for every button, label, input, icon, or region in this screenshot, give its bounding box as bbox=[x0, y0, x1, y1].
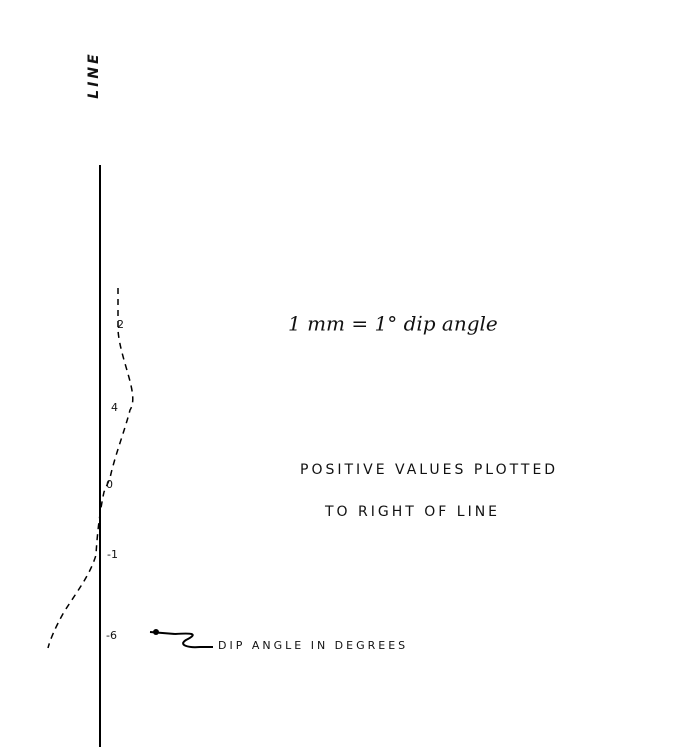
profile-label: -6 bbox=[106, 629, 117, 642]
profile-label: 4 bbox=[111, 401, 118, 414]
leader-arrow bbox=[150, 632, 213, 647]
dip-profile bbox=[48, 288, 133, 648]
leader-dot bbox=[153, 629, 159, 635]
diagram: LINE 2 4 0 -1 -6 1 mm = 1° dip angle POS… bbox=[0, 0, 673, 747]
scale-note: 1 mm = 1° dip angle bbox=[288, 312, 498, 336]
profile-label: 0 bbox=[106, 478, 113, 491]
line-label: LINE bbox=[86, 51, 102, 98]
profile-label: -1 bbox=[107, 548, 118, 561]
profile-label: 2 bbox=[117, 318, 124, 331]
convention-text: TO RIGHT OF LINE bbox=[324, 504, 500, 520]
legend-text: DIP ANGLE IN DEGREES bbox=[218, 639, 408, 652]
convention-text: POSITIVE VALUES PLOTTED bbox=[300, 462, 558, 478]
